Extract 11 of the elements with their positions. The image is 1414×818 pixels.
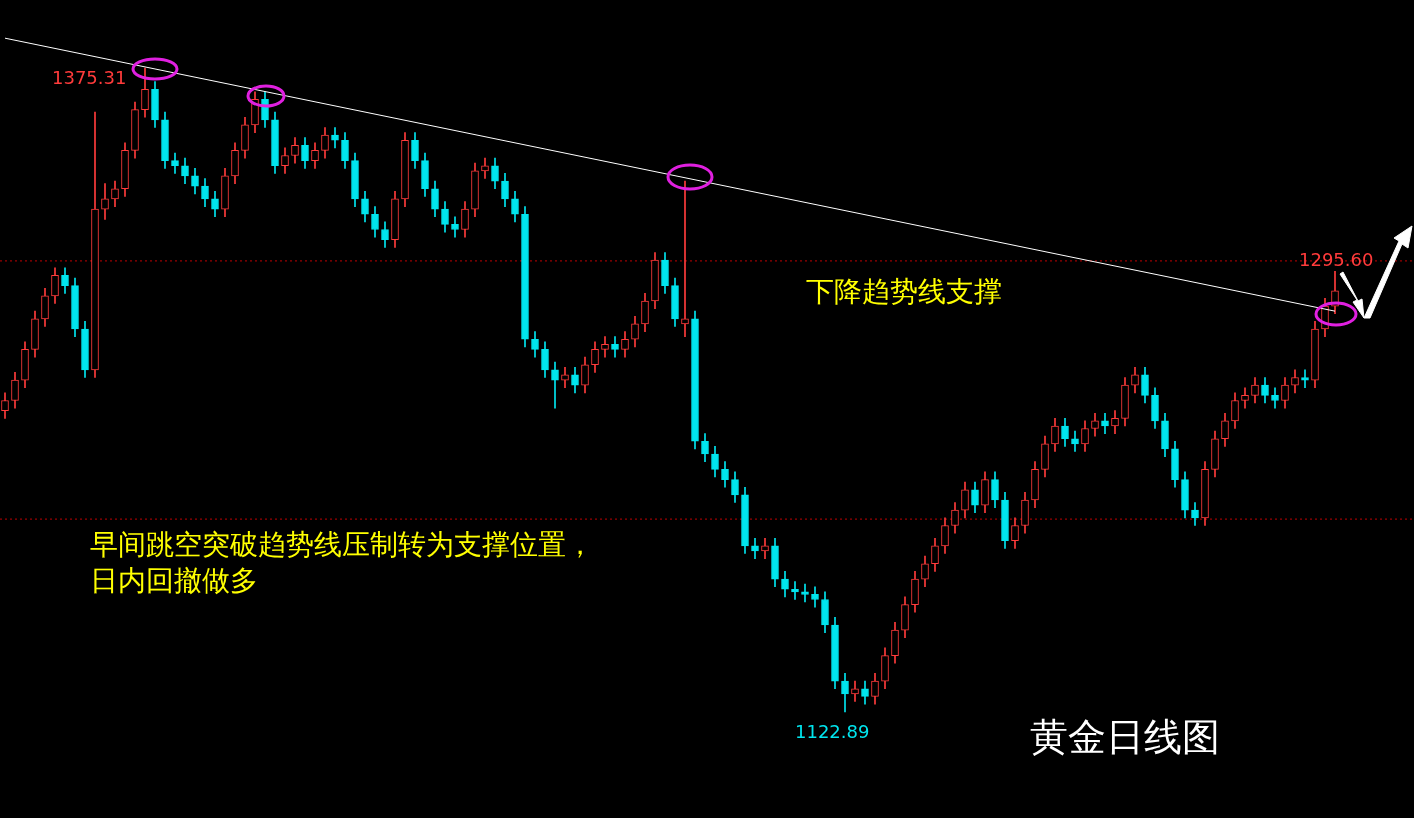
annotation: 下降趋势线支撑 [806,274,1003,310]
candlestick [451,216,459,238]
text: 黄金日线图 [1030,714,1221,761]
annotation: 1295.60 [1299,248,1375,272]
candlestick [551,361,559,409]
text: 1122.89 [795,720,871,744]
candlestick [801,583,809,603]
annotation: 1375.31 [52,66,128,90]
annotation: 早间跳空突破趋势线压制转为支撑位置，日内回撤做多 [90,527,595,600]
candlestick [681,180,689,338]
candlestick [101,183,109,220]
